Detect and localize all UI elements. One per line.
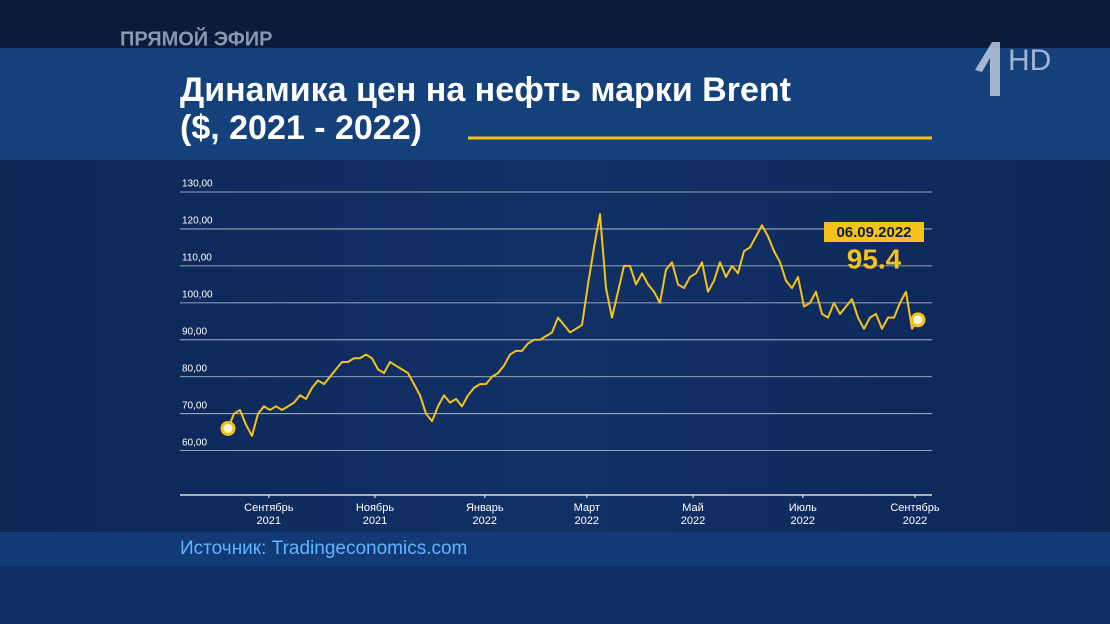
x-tick-label-line: Ноябрь xyxy=(356,502,394,514)
x-tick-label-line: Июль xyxy=(789,502,817,514)
point-marker xyxy=(910,312,926,328)
logo-hd: HD xyxy=(1008,44,1051,77)
chart-subtitle: ($, 2021 - 2022) xyxy=(180,109,422,147)
plot: 60,00 70,00 80,00 90,00 100,00 110,00 120,00 13… xyxy=(180,179,940,527)
x-tick-label-line: 2021 xyxy=(363,515,387,527)
x-tick-label-line: 2022 xyxy=(575,515,599,527)
y-tick-label: 130,00 xyxy=(182,179,213,190)
chart-title: Динамика цен на нефть марки Brent xyxy=(180,71,791,109)
y-tick-label: 60,00 xyxy=(182,437,207,448)
x-tick-label: Июль 2022 xyxy=(789,502,817,527)
live-label: ПРЯМОЙ ЭФИР xyxy=(120,26,273,50)
y-tick-label: 80,00 xyxy=(182,363,207,374)
x-tick-label-line: 2022 xyxy=(473,515,497,527)
x-tick-label-line: Сентябрь xyxy=(244,502,294,514)
logo-one xyxy=(975,42,1000,96)
y-tick-label: 110,00 xyxy=(182,253,212,264)
y-tick-label: 120,00 xyxy=(182,216,213,227)
x-tick-label-line: 2022 xyxy=(681,515,705,527)
source: Источник: Tradingeconomics.com xyxy=(180,538,467,559)
x-tick-label: Сентябрь 2021 xyxy=(244,502,294,527)
x-tick-label: Май 2022 xyxy=(681,502,705,527)
x-tick-label-line: Январь xyxy=(466,502,504,514)
x-tick-label-line: 2021 xyxy=(257,515,281,527)
price-line xyxy=(227,213,919,437)
x-tick-label-line: Март xyxy=(574,502,600,514)
chart-panel xyxy=(0,160,1110,532)
channel-logo: HD xyxy=(975,42,1051,96)
x-tick-label-line: Май xyxy=(682,502,704,514)
x-tick-label-line: 2022 xyxy=(791,515,815,527)
y-tick-label: 90,00 xyxy=(182,326,207,337)
x-tick-label-line: Сентябрь xyxy=(890,502,940,514)
point-marker xyxy=(220,420,236,436)
x-tick-label-line: 2022 xyxy=(903,515,927,527)
header-band xyxy=(0,48,1110,160)
annotation-box xyxy=(824,222,924,242)
y-tick-label: 70,00 xyxy=(182,400,207,411)
x-tick-label: Ноябрь 2021 xyxy=(356,502,394,527)
x-tick-label: Январь 2022 xyxy=(466,502,504,527)
y-tick-label: 100,00 xyxy=(182,289,213,300)
annotation-date: 06.09.2022 xyxy=(836,224,911,241)
annotation-value: 95.4 xyxy=(847,243,902,274)
source-band xyxy=(0,532,1110,566)
x-tick-label: Март 2022 xyxy=(574,502,600,527)
footer-band xyxy=(0,566,1110,624)
x-tick-label: Сентябрь 2022 xyxy=(890,502,940,527)
